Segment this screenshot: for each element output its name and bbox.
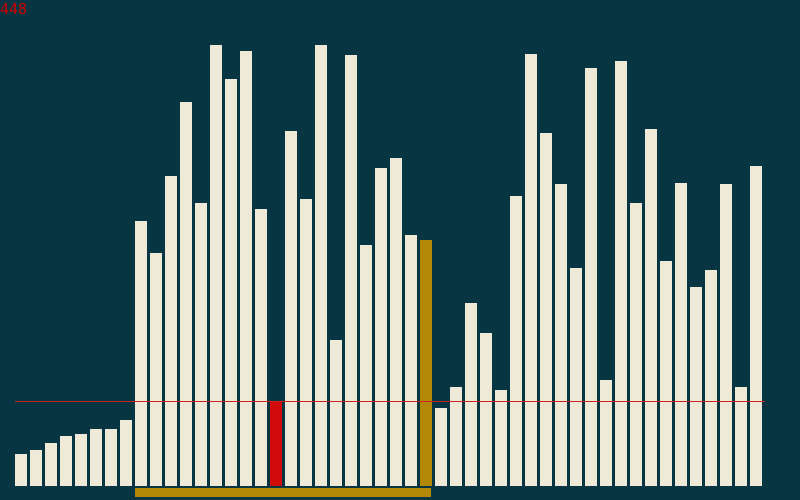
bar: [390, 158, 402, 486]
bar: [690, 287, 702, 486]
bar: [570, 268, 582, 486]
pivot-threshold-line: [15, 401, 765, 402]
bar: [525, 54, 537, 486]
bar: [30, 450, 42, 486]
bar: [480, 333, 492, 486]
bar-pivot: [420, 240, 432, 486]
bar: [15, 454, 27, 486]
bar: [360, 245, 372, 486]
bar: [705, 270, 717, 486]
bar: [240, 51, 252, 486]
bar: [555, 184, 567, 486]
bar: [615, 61, 627, 486]
bar: [75, 434, 87, 486]
bar: [195, 203, 207, 486]
bar: [630, 203, 642, 486]
bar: [135, 221, 147, 486]
bar: [585, 68, 597, 486]
bar: [735, 387, 747, 486]
bar: [330, 340, 342, 486]
bar: [405, 235, 417, 486]
bar: [375, 168, 387, 486]
bar: [750, 166, 762, 486]
bar: [90, 429, 102, 486]
bar: [150, 253, 162, 486]
bar: [435, 408, 447, 486]
bar: [165, 176, 177, 486]
bar: [720, 184, 732, 486]
bar: [450, 387, 462, 486]
bar: [210, 45, 222, 486]
bar: [600, 380, 612, 486]
bar: [675, 183, 687, 486]
active-range-marker: [135, 488, 431, 497]
bar: [180, 102, 192, 486]
bar: [255, 209, 267, 486]
bar-active: [270, 401, 282, 486]
bar: [495, 390, 507, 486]
bar: [45, 443, 57, 486]
bar: [660, 261, 672, 486]
bar: [60, 436, 72, 486]
bar: [105, 429, 117, 486]
bar: [285, 131, 297, 486]
bar: [510, 196, 522, 486]
bar: [300, 199, 312, 486]
bar: [540, 133, 552, 486]
bar: [645, 129, 657, 486]
bar: [225, 79, 237, 486]
operation-counter: 448: [0, 0, 28, 18]
bar: [315, 45, 327, 486]
bar: [465, 303, 477, 486]
bar: [345, 55, 357, 486]
bar: [120, 420, 132, 486]
